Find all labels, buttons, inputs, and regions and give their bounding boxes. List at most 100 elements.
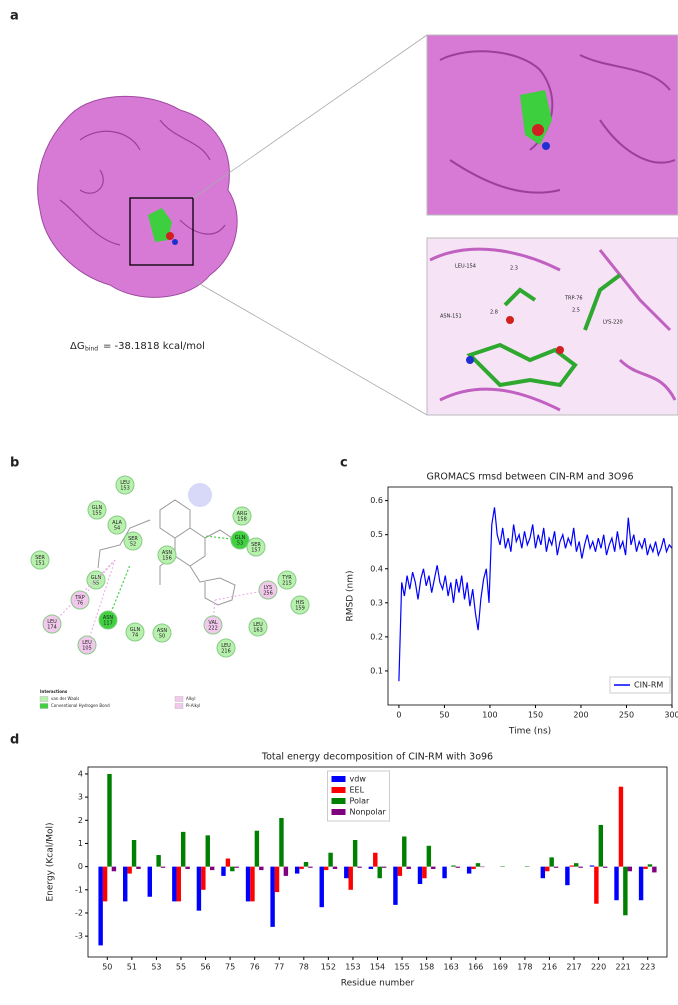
residue-number: 215 xyxy=(282,581,292,587)
bar xyxy=(185,867,189,869)
y-tick-label: 0.4 xyxy=(370,564,383,573)
bar xyxy=(349,867,353,890)
figure: a b c d ΔG bind = -38.1818 kcal/mol LEU-… xyxy=(0,0,678,1005)
legend-label: EEL xyxy=(350,786,365,795)
protein-surface xyxy=(38,35,427,415)
x-tick-label: 75 xyxy=(225,963,235,972)
bar xyxy=(431,867,435,869)
bar xyxy=(442,867,446,879)
residue-number: 153 xyxy=(120,486,130,492)
residue-number: 157 xyxy=(251,548,261,554)
zoom-surface xyxy=(427,35,678,215)
bar xyxy=(570,865,574,866)
legend-title: Interactions xyxy=(40,689,68,694)
bar xyxy=(599,825,603,867)
bar xyxy=(132,840,136,867)
bar xyxy=(181,832,185,867)
delta-g-subscript: bind xyxy=(85,346,98,353)
residue-number: 216 xyxy=(221,649,231,655)
bar xyxy=(206,835,210,866)
bar xyxy=(639,867,643,901)
bar xyxy=(98,867,102,946)
y-tick-label: 3 xyxy=(78,793,83,802)
legend-swatch xyxy=(332,809,346,815)
bar xyxy=(628,867,632,872)
bar xyxy=(357,867,361,868)
x-tick-label: 220 xyxy=(591,963,606,972)
bar xyxy=(127,867,131,874)
residue-number: 74 xyxy=(132,633,138,639)
y-tick-label: -2 xyxy=(75,908,83,917)
bar xyxy=(210,867,214,870)
bar xyxy=(161,867,165,868)
bar xyxy=(270,867,274,927)
y-tick-label: 0 xyxy=(78,862,83,871)
y-tick-label: 0.1 xyxy=(370,666,383,675)
bar xyxy=(541,867,545,879)
bar xyxy=(284,867,288,876)
bar xyxy=(652,867,656,873)
residue-number: 117 xyxy=(103,621,113,627)
residue-number: 222 xyxy=(208,626,218,632)
legend-swatch xyxy=(40,704,48,709)
bar xyxy=(259,867,263,870)
bar xyxy=(402,837,406,867)
y-axis-label: RMSD (nm) xyxy=(346,570,356,621)
x-tick-label: 53 xyxy=(151,963,161,972)
bar xyxy=(279,818,283,867)
y-tick-label: 1 xyxy=(78,839,83,848)
x-axis-label: Time (ns) xyxy=(508,727,551,737)
legend-swatch xyxy=(332,776,346,782)
y-tick-label: 0.5 xyxy=(370,530,383,539)
x-tick-label: 250 xyxy=(619,711,634,720)
legend-swatch xyxy=(332,798,346,804)
x-tick-label: 300 xyxy=(664,711,678,720)
x-tick-label: 100 xyxy=(482,711,497,720)
bar xyxy=(451,865,455,866)
plot-frame xyxy=(388,487,672,705)
x-tick-label: 51 xyxy=(127,963,137,972)
y-tick-label: 4 xyxy=(78,769,83,778)
bar xyxy=(235,867,239,868)
panel-label: b xyxy=(10,456,19,471)
bar xyxy=(476,863,480,866)
residue-number: 151 xyxy=(35,561,45,567)
ligand-skeleton xyxy=(98,483,235,605)
bar xyxy=(406,867,410,869)
chart-title: GROMACS rmsd between CIN-RM and 3O96 xyxy=(426,472,633,483)
bar xyxy=(590,865,594,866)
residue-number: 53 xyxy=(237,541,243,547)
bar xyxy=(250,867,254,902)
x-tick-label: 155 xyxy=(394,963,409,972)
legend-label: Polar xyxy=(350,797,371,806)
residue-label: TRP-76 xyxy=(564,296,583,302)
panel-label: c xyxy=(340,456,348,471)
bar xyxy=(471,867,475,869)
bar xyxy=(369,867,373,869)
bar xyxy=(643,867,647,869)
bar xyxy=(308,867,312,868)
x-tick-label: 55 xyxy=(176,963,186,972)
y-tick-label: -3 xyxy=(75,932,83,941)
x-tick-label: 50 xyxy=(439,711,449,720)
bar xyxy=(578,867,582,868)
bar xyxy=(373,853,377,867)
x-tick-label: 166 xyxy=(468,963,483,972)
x-tick-label: 221 xyxy=(616,963,631,972)
bar xyxy=(304,862,308,867)
bar xyxy=(136,867,140,869)
x-tick-label: 163 xyxy=(444,963,459,972)
bar xyxy=(197,867,201,911)
x-tick-label: 217 xyxy=(566,963,581,972)
bar xyxy=(456,867,460,868)
x-tick-label: 150 xyxy=(528,711,543,720)
data-line xyxy=(399,507,672,681)
bar xyxy=(112,867,116,872)
legend-swatch xyxy=(175,697,183,702)
y-tick-label: 0.3 xyxy=(370,598,383,607)
bar xyxy=(246,867,250,902)
x-tick-label: 169 xyxy=(493,963,508,972)
x-tick-label: 0 xyxy=(396,711,401,720)
legend-label: van der Waals xyxy=(51,696,79,701)
bar xyxy=(393,867,397,905)
